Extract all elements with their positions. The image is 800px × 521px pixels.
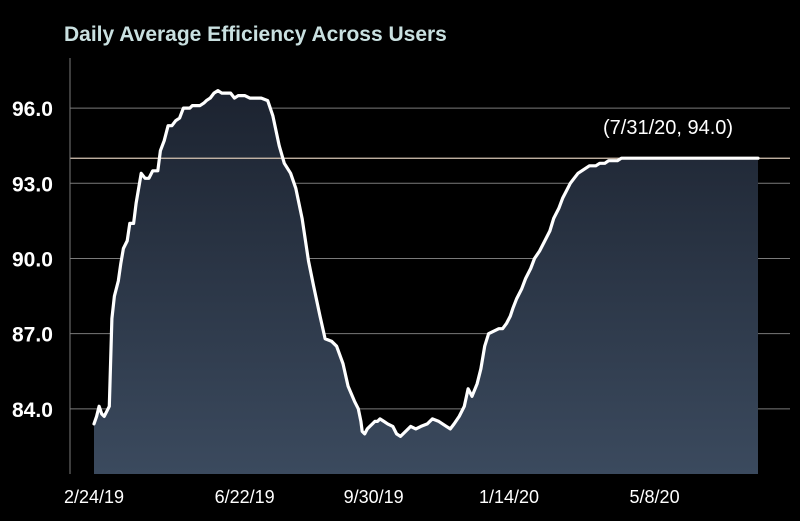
- y-tick-label: 90.0: [12, 248, 53, 271]
- area-fill: [94, 90, 758, 474]
- series-line: [92, 89, 760, 438]
- y-tick-label: 96.0: [12, 98, 53, 121]
- chart-title: Daily Average Efficiency Across Users: [64, 23, 447, 46]
- x-tick-label: 2/24/19: [64, 487, 124, 507]
- x-tick-label: 5/8/20: [630, 487, 680, 507]
- x-tick-label: 9/30/19: [344, 487, 404, 507]
- y-axis-ticks: 84.0 87.0 90.0 93.0 96.0: [12, 98, 53, 422]
- y-tick-label: 87.0: [12, 324, 53, 347]
- x-tick-label: 1/14/20: [479, 487, 539, 507]
- x-tick-label: 6/22/19: [215, 487, 275, 507]
- x-axis-ticks: 2/24/19 6/22/19 9/30/19 1/14/20 5/8/20: [64, 487, 680, 507]
- y-tick-label: 84.0: [12, 399, 53, 422]
- annotation-label: (7/31/20, 94.0): [603, 117, 733, 139]
- y-tick-label: 93.0: [12, 173, 53, 196]
